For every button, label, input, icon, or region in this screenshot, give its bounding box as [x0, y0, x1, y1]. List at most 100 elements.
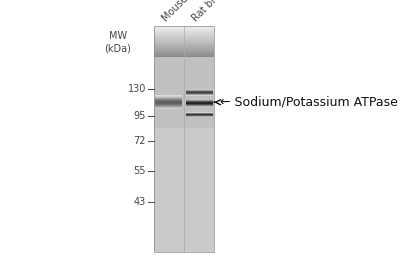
Bar: [186, 92, 213, 93]
Bar: [154, 128, 214, 252]
Bar: [186, 105, 213, 106]
Bar: [186, 92, 213, 93]
Bar: [155, 104, 182, 105]
Bar: [154, 35, 214, 36]
Bar: [186, 104, 213, 105]
Bar: [186, 116, 213, 117]
Bar: [154, 43, 214, 44]
Bar: [154, 56, 214, 57]
Text: 43: 43: [134, 197, 146, 207]
Bar: [154, 51, 214, 52]
Bar: [186, 116, 213, 117]
Bar: [154, 44, 214, 45]
Bar: [154, 36, 214, 37]
Bar: [186, 116, 213, 117]
Bar: [186, 115, 213, 116]
Bar: [154, 54, 214, 55]
Bar: [154, 26, 214, 252]
Bar: [186, 101, 213, 102]
Bar: [155, 107, 182, 108]
Bar: [154, 52, 214, 53]
Bar: [155, 107, 182, 108]
Bar: [154, 38, 214, 40]
Bar: [186, 100, 213, 101]
Bar: [186, 116, 213, 117]
Bar: [154, 55, 214, 56]
Bar: [154, 28, 214, 29]
Bar: [154, 33, 214, 34]
Bar: [155, 104, 182, 105]
Bar: [186, 94, 213, 95]
Bar: [154, 34, 214, 35]
Bar: [186, 90, 213, 91]
Bar: [154, 46, 214, 47]
Bar: [155, 106, 182, 107]
Text: Rat brain: Rat brain: [190, 0, 229, 23]
Bar: [155, 105, 182, 106]
Bar: [186, 113, 213, 114]
Bar: [186, 101, 213, 102]
Bar: [186, 105, 213, 106]
Text: 72: 72: [134, 136, 146, 146]
Bar: [186, 91, 213, 92]
Bar: [186, 113, 213, 114]
Bar: [186, 102, 213, 103]
Bar: [154, 50, 214, 51]
Bar: [186, 115, 213, 116]
Bar: [155, 105, 182, 106]
Bar: [154, 27, 214, 28]
Bar: [155, 97, 182, 98]
Bar: [155, 102, 182, 103]
Bar: [186, 106, 213, 107]
Bar: [186, 115, 213, 116]
Bar: [154, 26, 214, 27]
Bar: [155, 101, 182, 102]
Bar: [186, 94, 213, 95]
Bar: [186, 90, 213, 91]
Bar: [155, 98, 182, 99]
Bar: [154, 31, 214, 32]
Bar: [154, 49, 214, 50]
Bar: [154, 45, 214, 46]
Bar: [186, 114, 213, 115]
Bar: [186, 89, 213, 90]
Text: Mouse brain: Mouse brain: [160, 0, 210, 23]
Bar: [186, 101, 213, 102]
Bar: [186, 89, 213, 90]
Bar: [154, 37, 214, 38]
Bar: [154, 40, 214, 41]
Bar: [154, 26, 214, 252]
Bar: [154, 53, 214, 54]
Bar: [186, 114, 213, 115]
Bar: [186, 106, 213, 107]
Bar: [186, 89, 213, 90]
Bar: [155, 108, 182, 109]
Bar: [155, 106, 182, 107]
Bar: [155, 108, 182, 109]
Bar: [186, 99, 213, 100]
Bar: [186, 112, 213, 113]
Bar: [186, 104, 213, 105]
Bar: [186, 113, 213, 114]
Bar: [155, 96, 182, 97]
Bar: [154, 32, 214, 33]
Bar: [154, 47, 214, 48]
Bar: [186, 105, 213, 106]
Bar: [186, 93, 213, 94]
Bar: [155, 103, 182, 104]
Bar: [154, 48, 214, 49]
Bar: [155, 100, 182, 101]
Text: MW
(kDa): MW (kDa): [104, 31, 132, 54]
Bar: [186, 93, 213, 94]
Bar: [186, 99, 213, 100]
Bar: [154, 42, 214, 43]
Text: 95: 95: [134, 112, 146, 121]
Bar: [154, 41, 214, 42]
Bar: [155, 99, 182, 100]
Bar: [186, 93, 213, 94]
Bar: [186, 102, 213, 103]
Bar: [186, 103, 213, 104]
Bar: [186, 112, 213, 113]
Bar: [155, 96, 182, 97]
Bar: [186, 114, 213, 115]
